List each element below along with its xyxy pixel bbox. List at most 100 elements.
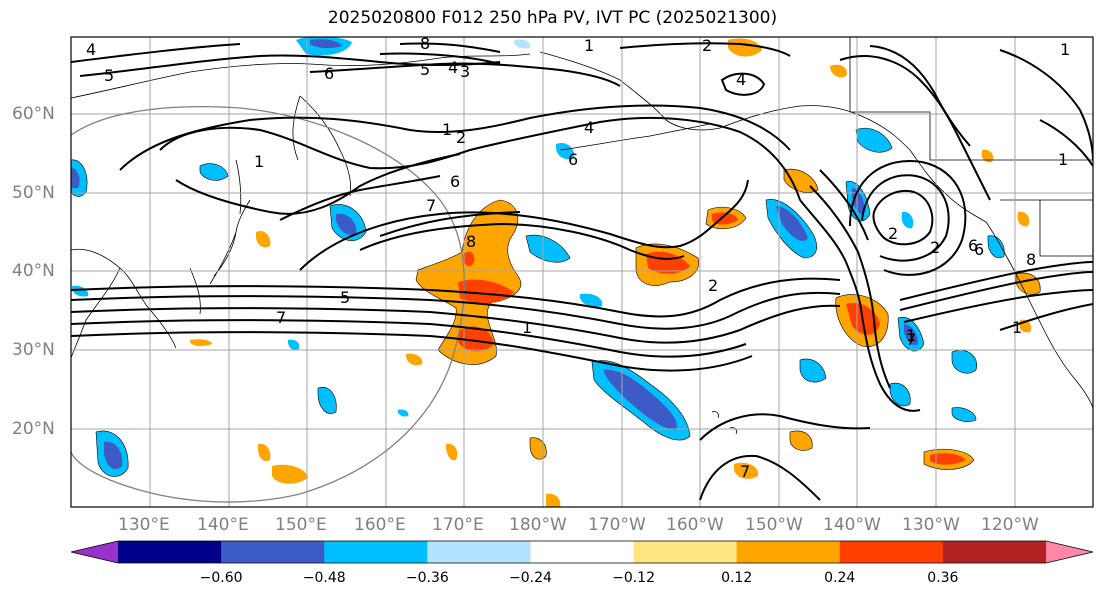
- contour-label: 2: [702, 36, 713, 55]
- anomaly-blob: [728, 38, 762, 57]
- colorbar-label: 0.36: [927, 570, 959, 586]
- contour-line: [279, 175, 441, 221]
- contour-label: 1: [254, 152, 265, 171]
- map-title: 2025020800 F012 250 hPa PV, IVT PC (2025…: [327, 8, 778, 28]
- anomaly-blob: [190, 339, 212, 347]
- lon-label: 130°W: [902, 515, 960, 535]
- anomaly-blob: [514, 39, 531, 49]
- contour-label: 1: [1058, 150, 1069, 169]
- contour-line: [71, 291, 841, 330]
- contour-label: 1: [1012, 318, 1023, 337]
- contour-line: [899, 271, 1093, 311]
- contour-label: 2: [888, 224, 899, 243]
- map-frame: [70, 36, 1094, 508]
- contour-line: [71, 277, 841, 318]
- contour-line: [999, 303, 1093, 331]
- anomaly-blob: [258, 443, 271, 462]
- anomaly-blob: [71, 168, 80, 188]
- contour-label: 5: [104, 66, 115, 85]
- coastlines: [71, 37, 1093, 435]
- contour-line: [71, 43, 501, 77]
- boundary-us: [1000, 199, 1093, 257]
- contour-line: [71, 331, 753, 372]
- lon-label: 170°E: [432, 515, 484, 535]
- anomaly-blob: [951, 407, 977, 422]
- contour-label: 7: [740, 462, 751, 481]
- anomaly-blob: [951, 350, 977, 374]
- contour-label: 6: [450, 172, 461, 191]
- contour-label: 2: [930, 238, 941, 257]
- anomaly-blob: [830, 64, 847, 78]
- contour-line: [720, 72, 766, 96]
- lon-label: 140°W: [823, 515, 881, 535]
- contour-line: [71, 304, 841, 344]
- colorbar-label: −0.60: [199, 570, 243, 586]
- anomaly-blob: [525, 234, 571, 263]
- anomaly-blob: [556, 142, 575, 160]
- contour-label: 4: [448, 58, 459, 77]
- anomaly-blob: [889, 382, 911, 407]
- anomaly-blob: [855, 128, 893, 153]
- anomaly-blob: [529, 437, 547, 460]
- contour-line: [119, 104, 791, 171]
- anomaly-blob: [1017, 211, 1030, 227]
- lat-label: 50°N: [12, 183, 55, 203]
- contour-label: 4: [86, 40, 97, 59]
- contour-label: 3: [460, 62, 471, 81]
- anomaly-blob: [789, 430, 813, 451]
- colorbar-segment: [221, 541, 325, 563]
- contour-line: [809, 185, 891, 389]
- anomaly-blob: [72, 285, 89, 297]
- contour-line: [699, 413, 871, 441]
- anomaly-blob: [987, 235, 1005, 259]
- contour-line: [359, 222, 685, 260]
- lat-label: 60°N: [12, 104, 55, 124]
- contour-line: [379, 42, 501, 65]
- contour-line: [903, 289, 1093, 323]
- colorbar: [70, 540, 1094, 564]
- colorbar-segment: [427, 541, 531, 563]
- colorbar-label: 0.12: [721, 570, 753, 586]
- contour-label: 2: [708, 276, 719, 295]
- contour-label: 4: [584, 118, 595, 137]
- contour-label: 6: [968, 236, 979, 255]
- coastline-aleutians: [559, 123, 711, 151]
- lat-label: 40°N: [12, 261, 55, 281]
- contour-label: 5: [340, 288, 351, 307]
- colorbar-segment: [530, 541, 635, 563]
- contour-label: 8: [466, 232, 477, 251]
- lon-label: 120°W: [981, 515, 1039, 535]
- contour-line: [861, 174, 950, 262]
- colorbar-extend-right: [1046, 541, 1093, 563]
- colorbar-segment: [736, 541, 841, 563]
- lat-label: 30°N: [12, 340, 55, 360]
- coastline-korea-japan: [189, 199, 251, 315]
- colorbar-label: −0.36: [405, 570, 449, 586]
- lon-label: 150°W: [745, 515, 803, 535]
- contour-label: 2: [456, 128, 467, 147]
- contour-line: [799, 199, 921, 412]
- contour-line: [699, 454, 821, 501]
- contour-line: [175, 153, 461, 215]
- range-circle: [71, 106, 465, 503]
- colorbar-label: −0.12: [612, 570, 655, 586]
- contour-line: [849, 160, 967, 276]
- anomaly-blob: [104, 441, 123, 470]
- anomaly-blob: [256, 230, 271, 248]
- coastline-sakhalin-kamchatka: [235, 95, 352, 215]
- anomaly-blob: [458, 326, 494, 352]
- contour-label: 7: [426, 196, 437, 215]
- lon-label: 130°E: [118, 515, 170, 535]
- contour-label: 5: [420, 60, 431, 79]
- contour-label: 6: [324, 64, 335, 83]
- anomaly-blob: [776, 206, 808, 241]
- anomaly-blob: [199, 163, 229, 181]
- anomaly-blob: [734, 462, 759, 479]
- contour-line: [619, 42, 791, 57]
- contour-line: [299, 179, 749, 271]
- contour-label: 1: [442, 120, 453, 139]
- contour-label: 4: [736, 70, 747, 89]
- colorbar-segment: [118, 541, 222, 563]
- anomaly-blob: [981, 149, 994, 163]
